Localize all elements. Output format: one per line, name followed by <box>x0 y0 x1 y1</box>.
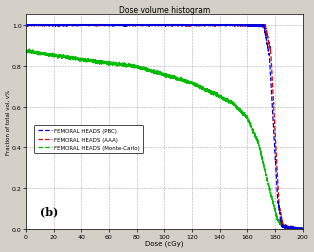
FEMORAL HEADS (PBC) <box>140 24 144 27</box>
FEMORAL HEADS (PBC) <box>143 25 146 28</box>
FEMORAL HEADS (PBC) <box>155 24 159 27</box>
FEMORAL HEADS (AAA) <box>292 226 296 229</box>
Line: FEMORAL HEADS (Monte-Carlo): FEMORAL HEADS (Monte-Carlo) <box>26 50 303 230</box>
FEMORAL HEADS (PBC) <box>292 228 296 231</box>
FEMORAL HEADS (AAA) <box>294 228 298 231</box>
FEMORAL HEADS (Monte-Carlo) <box>225 98 229 101</box>
FEMORAL HEADS (Monte-Carlo) <box>284 228 288 231</box>
FEMORAL HEADS (PBC) <box>279 215 282 218</box>
FEMORAL HEADS (Monte-Carlo) <box>301 228 305 231</box>
Y-axis label: Fraction of total vol, v%: Fraction of total vol, v% <box>6 90 11 155</box>
FEMORAL HEADS (Monte-Carlo) <box>143 69 146 72</box>
Text: (b): (b) <box>40 206 58 217</box>
FEMORAL HEADS (Monte-Carlo) <box>24 50 28 53</box>
FEMORAL HEADS (Monte-Carlo) <box>155 70 159 73</box>
FEMORAL HEADS (AAA) <box>140 24 144 27</box>
FEMORAL HEADS (Monte-Carlo) <box>28 48 31 51</box>
FEMORAL HEADS (Monte-Carlo) <box>140 67 144 70</box>
FEMORAL HEADS (Monte-Carlo) <box>279 221 282 224</box>
FEMORAL HEADS (PBC) <box>301 228 305 231</box>
FEMORAL HEADS (PBC) <box>225 25 229 28</box>
Legend: FEMORAL HEADS (PBC), FEMORAL HEADS (AAA), FEMORAL HEADS (Monte-Carlo): FEMORAL HEADS (PBC), FEMORAL HEADS (AAA)… <box>34 125 143 154</box>
FEMORAL HEADS (Monte-Carlo) <box>292 228 296 231</box>
X-axis label: Dose (cGy): Dose (cGy) <box>145 240 183 246</box>
FEMORAL HEADS (AAA) <box>24 24 28 27</box>
Title: Dose volume histogram: Dose volume histogram <box>119 6 210 15</box>
FEMORAL HEADS (AAA) <box>279 210 282 213</box>
FEMORAL HEADS (AAA) <box>143 24 146 27</box>
FEMORAL HEADS (AAA) <box>301 228 305 231</box>
FEMORAL HEADS (AAA) <box>155 24 159 27</box>
FEMORAL HEADS (PBC) <box>24 24 28 27</box>
Line: FEMORAL HEADS (AAA): FEMORAL HEADS (AAA) <box>26 25 303 230</box>
FEMORAL HEADS (AAA) <box>225 24 229 27</box>
Line: FEMORAL HEADS (PBC): FEMORAL HEADS (PBC) <box>26 25 303 230</box>
FEMORAL HEADS (PBC) <box>295 228 298 231</box>
